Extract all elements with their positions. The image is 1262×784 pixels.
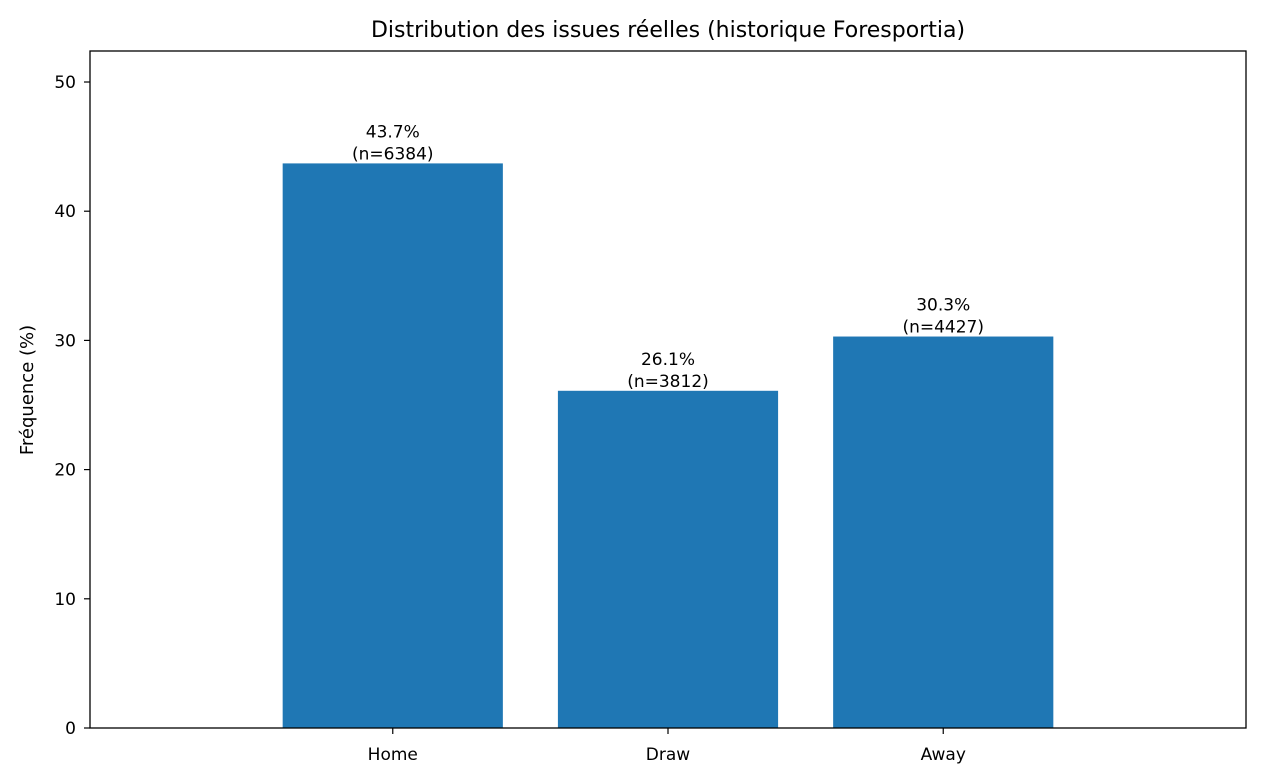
x-tick-label: Home bbox=[368, 745, 418, 765]
y-tick-label: 20 bbox=[54, 461, 76, 481]
y-tick-label: 50 bbox=[54, 73, 76, 93]
bar-label-percent: 43.7% bbox=[366, 122, 420, 142]
bar-label-percent: 30.3% bbox=[916, 296, 970, 316]
bar-label-count: (n=4427) bbox=[902, 318, 984, 338]
y-tick-label: 0 bbox=[65, 719, 76, 739]
x-axis-ticks: Home Draw Away bbox=[368, 728, 966, 765]
chart-title: Distribution des issues réelles (histori… bbox=[371, 18, 965, 43]
bar-label-percent: 26.1% bbox=[641, 350, 695, 370]
bars-layer bbox=[282, 163, 1054, 729]
y-tick-label: 10 bbox=[54, 590, 76, 610]
x-tick-label: Draw bbox=[646, 745, 690, 765]
y-axis-ticks: 0 10 20 30 40 50 bbox=[54, 73, 90, 739]
bar-labels-layer: 43.7%(n=6384) 26.1%(n=3812) 30.3%(n=4427) bbox=[352, 122, 984, 391]
y-tick-label: 40 bbox=[54, 202, 76, 222]
y-tick-label: 30 bbox=[54, 331, 76, 351]
bar-home bbox=[282, 163, 503, 729]
bar-label-count: (n=6384) bbox=[352, 144, 434, 164]
bar-away bbox=[833, 336, 1054, 728]
plot-frame bbox=[89, 50, 1247, 729]
x-tick-label: Away bbox=[921, 745, 966, 765]
bar-draw bbox=[557, 390, 779, 728]
y-axis-label: Fréquence (%) bbox=[17, 325, 38, 455]
bar-label-count: (n=3812) bbox=[627, 372, 709, 392]
